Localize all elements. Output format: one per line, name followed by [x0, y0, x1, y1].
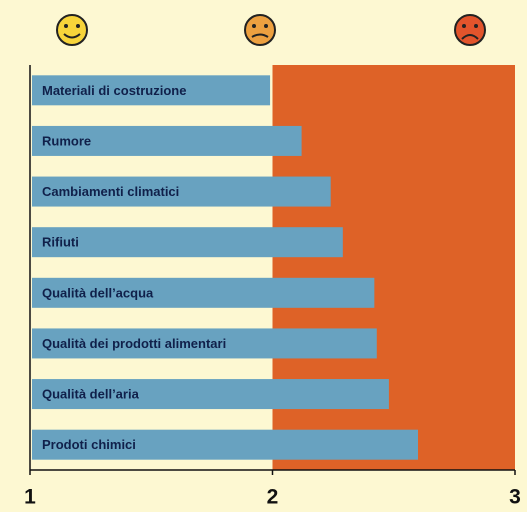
bar — [32, 328, 377, 359]
zone — [272, 65, 515, 470]
bar-label: Rumore — [42, 133, 91, 148]
bar-label: Qualità dell’aria — [42, 387, 140, 402]
bar — [32, 379, 389, 410]
face-sad — [454, 14, 486, 46]
bar — [32, 176, 331, 207]
bar — [32, 227, 343, 258]
bar — [32, 125, 302, 156]
bar-label: Materiali di costruzione — [42, 83, 186, 98]
bar-label: Qualità dell’acqua — [42, 285, 154, 300]
face-happy — [56, 14, 88, 46]
plot: Materiali di costruzione Rumore Cambiament… — [24, 65, 521, 509]
bar-label: Rifiuti — [42, 235, 79, 250]
bar — [32, 277, 375, 308]
bar — [32, 75, 271, 106]
bar-label: Prodoti chimici — [42, 437, 136, 452]
bar — [32, 429, 418, 460]
x-tick-label: 1 — [24, 486, 36, 509]
face-neutral — [244, 14, 276, 46]
x-tick-label: 3 — [509, 486, 521, 509]
bar-label: Qualità dei prodotti alimentari — [42, 336, 226, 351]
x-tick-label: 2 — [267, 486, 279, 509]
bar-label: Cambiamenti climatici — [42, 184, 179, 199]
